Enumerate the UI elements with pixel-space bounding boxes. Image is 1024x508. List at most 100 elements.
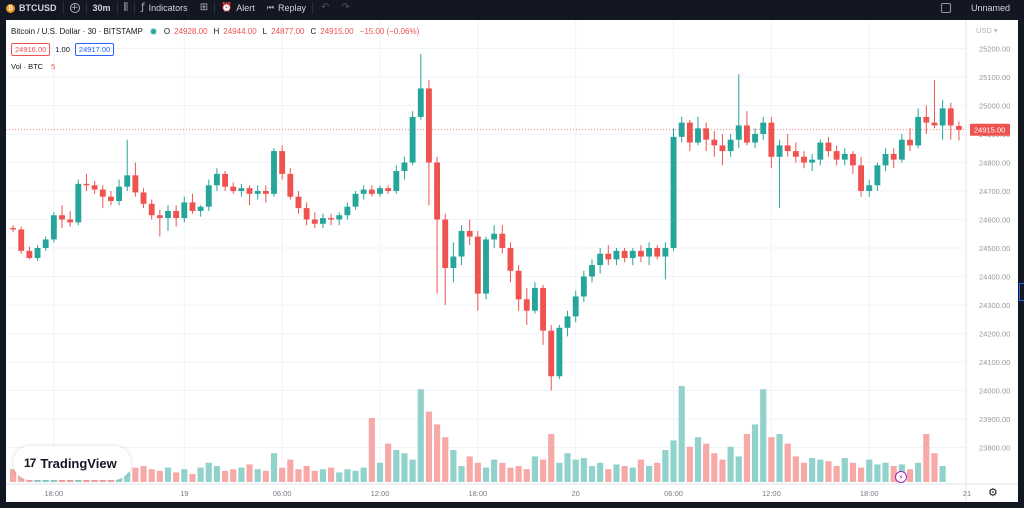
candlestick-chart[interactable]: USD ▾25200.0025100.0025000.0024900.00248…	[6, 20, 1018, 502]
volume-bar	[580, 458, 587, 482]
volume-bar	[450, 450, 457, 482]
candle-body	[10, 228, 17, 230]
time-tick-label: 18:00	[44, 489, 63, 498]
right-sidebar-edge	[1018, 20, 1024, 502]
candle-body	[931, 122, 938, 126]
candle-body	[50, 215, 57, 240]
symbol-search-button[interactable]: ₿ BTCUSD	[0, 0, 63, 16]
volume-bar	[833, 466, 840, 482]
candle-body	[874, 165, 881, 186]
volume-bar	[376, 462, 384, 482]
chart-type-button[interactable]: ⫼	[118, 0, 135, 16]
volume-bar	[507, 467, 514, 482]
volume-bar	[654, 462, 661, 482]
candle-body	[67, 219, 74, 223]
volume-bar	[849, 462, 857, 482]
candle-body	[515, 270, 522, 300]
candle-body	[907, 139, 913, 146]
volume-bar	[776, 434, 783, 482]
candle-body	[670, 136, 677, 248]
volume-bar	[809, 458, 816, 482]
price-tick-label: 24600.00	[979, 216, 1010, 225]
volume-bar	[319, 469, 327, 482]
volume-bar	[205, 462, 212, 482]
redo-button[interactable]: ↷	[337, 0, 353, 16]
volume-bar	[751, 424, 759, 482]
volume-bar	[743, 434, 751, 482]
toolbar-divider	[85, 2, 87, 14]
price-tick-label: 23900.00	[979, 415, 1010, 424]
gear-icon[interactable]: ⚙	[988, 486, 998, 499]
compare-symbol-button[interactable]: +	[64, 0, 86, 16]
volume-bar	[270, 453, 278, 482]
volume-bar	[539, 459, 547, 482]
volume-bar	[344, 469, 351, 482]
candle-body	[654, 248, 661, 257]
candle-body	[75, 183, 82, 223]
sidebar-toggle-tab[interactable]	[1019, 283, 1024, 301]
volume-legend[interactable]: Vol · BTC 5	[11, 62, 55, 71]
candle-body	[776, 145, 783, 157]
candle-body	[621, 250, 628, 258]
volume-bar	[173, 472, 180, 482]
volume-bar	[393, 450, 400, 482]
price-tick-label: 24200.00	[979, 330, 1010, 339]
candle-body	[466, 230, 473, 237]
volume-bar	[164, 467, 172, 482]
candle-body	[947, 108, 954, 126]
close-value: 24915.00	[320, 27, 354, 36]
flash-icon[interactable]: ⚡	[895, 471, 907, 483]
candle-body	[336, 215, 343, 220]
volume-bar	[711, 453, 718, 482]
close-key: C	[310, 27, 317, 36]
toolbar-divider	[214, 2, 216, 14]
templates-button[interactable]: ⊞	[194, 0, 214, 16]
layout-name[interactable]: Unnamed	[970, 3, 1010, 13]
volume-bar	[352, 470, 359, 482]
indicators-button[interactable]: ƒ Indicators	[135, 0, 194, 16]
candle-body	[458, 230, 465, 257]
candle-body	[230, 186, 237, 191]
price-tick-label: 25200.00	[979, 45, 1010, 54]
candle-body	[695, 128, 701, 143]
candle-body	[589, 265, 595, 277]
bid-ask-panel: 24916.00 1.00 24917.00	[11, 43, 115, 56]
volume-bar	[703, 443, 710, 482]
volume-bar	[279, 467, 286, 482]
price-tick-label: 24000.00	[979, 387, 1010, 396]
candle-body	[434, 162, 441, 220]
volume-bar	[694, 437, 702, 482]
volume-bar	[645, 466, 653, 482]
currency-label: USD ▾	[976, 26, 998, 35]
volume-bar	[262, 470, 269, 482]
sell-price-button[interactable]: 24916.00	[11, 43, 51, 56]
volume-bar	[841, 458, 848, 482]
candle-body	[735, 125, 742, 140]
candle-body	[613, 250, 620, 260]
volume-bar	[327, 467, 335, 482]
candle-body	[898, 139, 905, 160]
top-toolbar: ₿ BTCUSD + 30m ⫼ ƒ Indicators ⊞ ⏰ Alert …	[0, 0, 1024, 16]
candle-body	[474, 236, 481, 294]
time-tick-label: 12:00	[762, 489, 781, 498]
candle-body	[140, 192, 147, 204]
candle-body	[344, 206, 351, 216]
tradingview-logo[interactable]: 17 TradingView	[13, 446, 131, 480]
candle-body	[955, 126, 962, 130]
layout-checkbox[interactable]	[940, 3, 951, 13]
candle-body	[825, 142, 832, 152]
buy-price-button[interactable]: 24917.00	[74, 43, 115, 56]
time-tick-label: 06:00	[664, 489, 683, 498]
volume-bar	[556, 462, 563, 482]
volume-bar	[409, 459, 416, 482]
volume-bar	[906, 469, 914, 482]
chart-panel[interactable]: USD ▾25200.0025100.0025000.0024900.00248…	[6, 20, 1018, 502]
alert-button[interactable]: ⏰ Alert	[215, 0, 261, 16]
interval-button[interactable]: 30m	[87, 0, 117, 16]
candle-body	[238, 188, 245, 191]
undo-button[interactable]: ↶	[313, 0, 337, 16]
candle-body	[205, 185, 212, 207]
candle-body	[548, 330, 555, 377]
replay-button[interactable]: ⏮ Replay	[261, 0, 312, 16]
price-tick-label: 24100.00	[979, 358, 1010, 367]
